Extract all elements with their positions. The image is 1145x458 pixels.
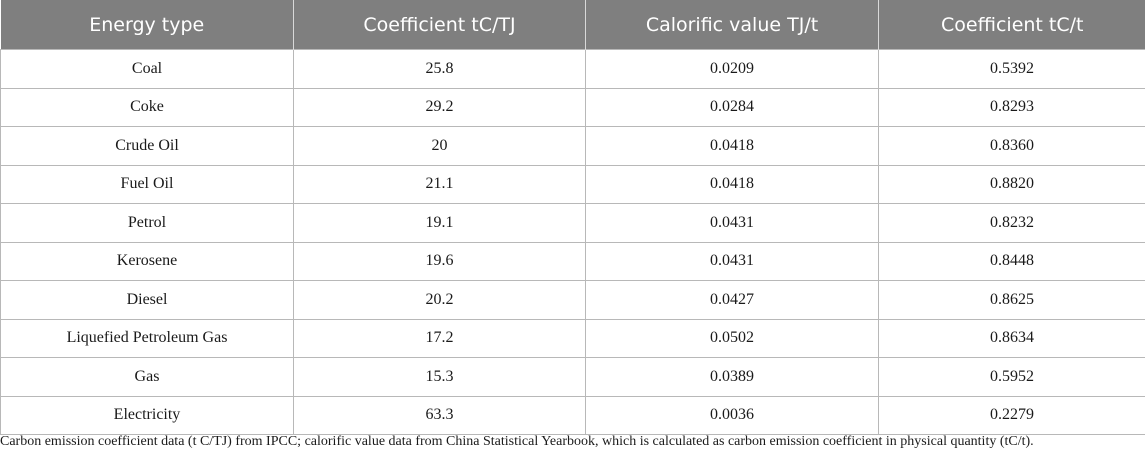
table-row: Kerosene 19.6 0.0431 0.8448	[0, 241, 1145, 281]
cell-coefficient-tc-t: 0.5952	[878, 357, 1145, 397]
cell-energy-type: Crude Oil	[0, 126, 294, 166]
cell-coefficient-tc-tj: 63.3	[293, 395, 586, 435]
cell-energy-type: Fuel Oil	[0, 164, 294, 204]
table-row: Petrol 19.1 0.0431 0.8232	[0, 203, 1145, 243]
cell-energy-type: Coal	[0, 49, 294, 89]
cell-energy-type: Liquefied Petroleum Gas	[0, 318, 294, 358]
cell-coefficient-tc-t: 0.8634	[878, 318, 1145, 358]
table-row: Coke 29.2 0.0284 0.8293	[0, 87, 1145, 127]
header-coefficient-tc-tj: Coefficient tC/TJ	[293, 0, 586, 50]
table-row: Diesel 20.2 0.0427 0.8625	[0, 280, 1145, 320]
cell-calorific-value: 0.0418	[585, 126, 879, 166]
cell-calorific-value: 0.0036	[585, 395, 879, 435]
cell-calorific-value: 0.0431	[585, 241, 879, 281]
cell-calorific-value: 0.0502	[585, 318, 879, 358]
table-row: Fuel Oil 21.1 0.0418 0.8820	[0, 164, 1145, 204]
cell-calorific-value: 0.0427	[585, 280, 879, 320]
cell-coefficient-tc-t: 0.2279	[878, 395, 1145, 435]
cell-coefficient-tc-t: 0.8232	[878, 203, 1145, 243]
cell-coefficient-tc-tj: 25.8	[293, 49, 586, 89]
cell-calorific-value: 0.0209	[585, 49, 879, 89]
header-coefficient-tc-t: Coefficient tC/t	[878, 0, 1145, 50]
cell-energy-type: Coke	[0, 87, 294, 127]
cell-coefficient-tc-t: 0.8448	[878, 241, 1145, 281]
cell-coefficient-tc-tj: 15.3	[293, 357, 586, 397]
energy-coefficient-table: Energy type Coefficient tC/TJ Calorific …	[0, 0, 1145, 435]
cell-calorific-value: 0.0431	[585, 203, 879, 243]
table-row: Liquefied Petroleum Gas 17.2 0.0502 0.86…	[0, 318, 1145, 358]
energy-coefficient-table-container: Energy type Coefficient tC/TJ Calorific …	[0, 0, 1145, 435]
header-calorific-value: Calorific value TJ/t	[585, 0, 879, 50]
cell-calorific-value: 0.0284	[585, 87, 879, 127]
cell-coefficient-tc-tj: 29.2	[293, 87, 586, 127]
cell-energy-type: Kerosene	[0, 241, 294, 281]
cell-coefficient-tc-t: 0.5392	[878, 49, 1145, 89]
cell-coefficient-tc-t: 0.8293	[878, 87, 1145, 127]
table-row: Electricity 63.3 0.0036 0.2279	[0, 395, 1145, 435]
header-energy-type: Energy type	[0, 0, 294, 50]
cell-energy-type: Electricity	[0, 395, 294, 435]
table-footnote: Carbon emission coefficient data (t C/TJ…	[0, 434, 1034, 449]
cell-coefficient-tc-t: 0.8625	[878, 280, 1145, 320]
cell-coefficient-tc-tj: 21.1	[293, 164, 586, 204]
table-row: Gas 15.3 0.0389 0.5952	[0, 357, 1145, 397]
cell-energy-type: Diesel	[0, 280, 294, 320]
cell-coefficient-tc-tj: 17.2	[293, 318, 586, 358]
table-row: Crude Oil 20 0.0418 0.8360	[0, 126, 1145, 166]
header-row: Energy type Coefficient tC/TJ Calorific …	[0, 0, 1145, 50]
cell-energy-type: Petrol	[0, 203, 294, 243]
cell-coefficient-tc-t: 0.8820	[878, 164, 1145, 204]
table-body: Coal 25.8 0.0209 0.5392 Coke 29.2 0.0284…	[0, 49, 1145, 435]
cell-coefficient-tc-tj: 20.2	[293, 280, 586, 320]
cell-coefficient-tc-tj: 20	[293, 126, 586, 166]
cell-calorific-value: 0.0418	[585, 164, 879, 204]
cell-coefficient-tc-tj: 19.1	[293, 203, 586, 243]
cell-coefficient-tc-t: 0.8360	[878, 126, 1145, 166]
table-row: Coal 25.8 0.0209 0.5392	[0, 49, 1145, 89]
cell-energy-type: Gas	[0, 357, 294, 397]
table-header: Energy type Coefficient tC/TJ Calorific …	[0, 0, 1145, 50]
cell-coefficient-tc-tj: 19.6	[293, 241, 586, 281]
cell-calorific-value: 0.0389	[585, 357, 879, 397]
